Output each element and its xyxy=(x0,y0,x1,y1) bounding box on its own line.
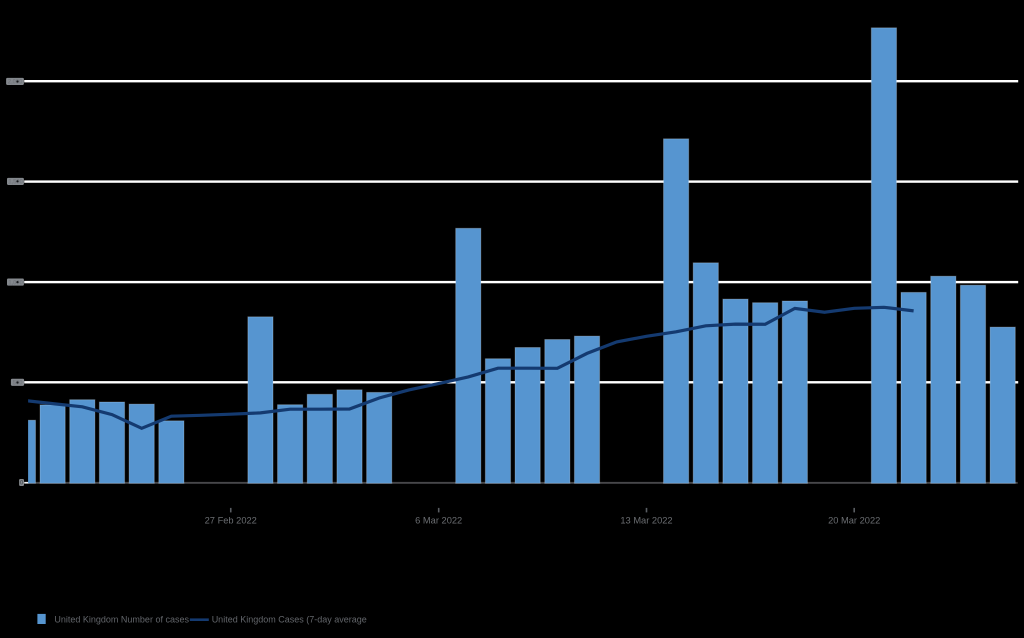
svg-text:0: 0 xyxy=(20,480,24,487)
svg-text:13 Mar 2022: 13 Mar 2022 xyxy=(620,515,672,525)
svg-text:6 Mar 2022: 6 Mar 2022 xyxy=(415,515,462,525)
svg-text:1,500: 1,500 xyxy=(8,179,23,186)
svg-text:United Kingdom Cases (7-day av: United Kingdom Cases (7-day average xyxy=(212,615,367,625)
svg-text:2,000: 2,000 xyxy=(8,79,23,86)
svg-text:United Kingdom Number of cases: United Kingdom Number of cases xyxy=(54,615,189,625)
svg-text:20 Mar 2022: 20 Mar 2022 xyxy=(828,515,880,525)
svg-text:27 Feb 2022: 27 Feb 2022 xyxy=(205,515,257,525)
svg-text:1,000: 1,000 xyxy=(8,279,23,286)
